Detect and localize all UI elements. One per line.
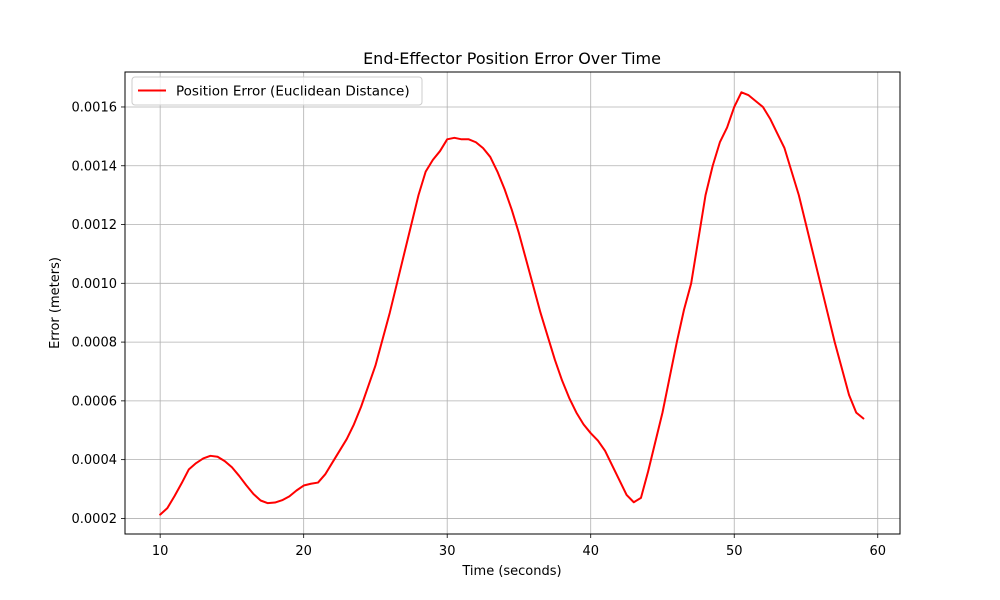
chart-title: End-Effector Position Error Over Time bbox=[363, 49, 661, 68]
legend: Position Error (Euclidean Distance) bbox=[131, 76, 423, 106]
series-layer bbox=[159, 91, 865, 516]
x-tick-label: 30 bbox=[439, 544, 456, 559]
x-tick-label: 60 bbox=[869, 544, 886, 559]
x-axis-title: Time (seconds) bbox=[461, 564, 561, 579]
y-axis-title: Error (meters) bbox=[48, 257, 63, 349]
y-tick-label: 0.0004 bbox=[72, 453, 118, 468]
x-tick-label: 50 bbox=[726, 544, 743, 559]
legend-label: Position Error (Euclidean Distance) bbox=[176, 84, 410, 100]
y-tick-label: 0.0002 bbox=[72, 512, 118, 527]
y-tick-label: 0.0016 bbox=[72, 100, 118, 115]
y-tick-label: 0.0010 bbox=[72, 277, 118, 292]
y-axis: 0.0002 0.0004 0.0006 0.0008 0.0010 0.0012 0.00… bbox=[72, 100, 125, 527]
y-tick-label: 0.0006 bbox=[72, 394, 118, 409]
x-tick-label: 20 bbox=[295, 544, 312, 559]
series-line-position-error bbox=[159, 91, 865, 516]
y-tick-label: 0.0012 bbox=[72, 218, 118, 233]
x-axis: 10 20 30 40 50 60 bbox=[152, 534, 886, 559]
grid bbox=[125, 72, 900, 534]
x-tick-label: 10 bbox=[152, 544, 169, 559]
plot-frame bbox=[124, 71, 901, 535]
y-tick-label: 0.0014 bbox=[72, 159, 118, 174]
y-tick-label: 0.0008 bbox=[72, 336, 118, 351]
legend-box bbox=[131, 76, 423, 106]
x-tick-label: 40 bbox=[582, 544, 599, 559]
